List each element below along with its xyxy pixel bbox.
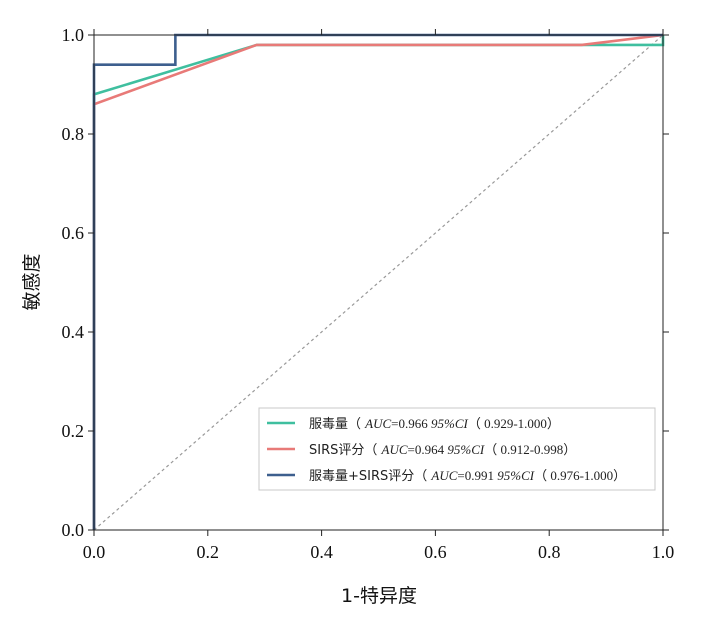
x-tick-label: 0.0 <box>83 542 106 562</box>
x-tick-label: 0.8 <box>538 542 561 562</box>
legend-entry-part: （ 0.929-1.000） <box>468 416 560 431</box>
x-tick-label: 0.4 <box>310 542 333 562</box>
legend-entry-part: =0.991 <box>457 468 497 483</box>
legend-entry-part: AUC <box>364 416 391 431</box>
x-tick-label: 0.2 <box>197 542 220 562</box>
y-tick-label: 0.6 <box>62 223 85 243</box>
legend: 服毒量（ AUC=0.966 95%CI（ 0.929-1.000）SIRS评分… <box>258 407 656 491</box>
y-tick-label: 0.0 <box>62 520 85 540</box>
x-tick-label: 1.0 <box>652 542 675 562</box>
legend-entry-part: （ 0.912-0.998） <box>484 442 576 457</box>
legend-entry-part: （ 0.976-1.000） <box>534 468 626 483</box>
plot-frame <box>93 34 664 531</box>
legend-entry-part: 95%CI <box>431 416 469 431</box>
legend-entry: 服毒量（ AUC=0.966 95%CI（ 0.929-1.000） <box>309 416 560 432</box>
y-tick-label: 0.4 <box>62 322 85 342</box>
x-tick-label: 0.6 <box>424 542 447 562</box>
y-tick-label: 0.8 <box>62 124 85 144</box>
legend-entry-part: =0.966 <box>391 416 431 431</box>
y-tick-label: 0.2 <box>62 421 85 441</box>
legend-entry: 服毒量+SIRS评分（ AUC=0.991 95%CI（ 0.976-1.000… <box>309 468 626 484</box>
legend-entry: SIRS评分（ AUC=0.964 95%CI（ 0.912-0.998） <box>309 442 576 458</box>
legend-entry-part: AUC <box>381 442 408 457</box>
legend-entry-part: AUC <box>430 468 457 483</box>
x-axis-title: 1-特异度 <box>341 585 417 607</box>
axes: 0.0 0.2 0.4 0.6 0.8 1.0 0.0 0.2 0.4 0.6 0.8 1.0 <box>62 25 675 562</box>
legend-entry-part: =0.964 <box>408 442 448 457</box>
y-tick-label: 1.0 <box>62 25 85 45</box>
legend-entry-part: 95%CI <box>497 468 535 483</box>
y-axis-title: 敏感度 <box>21 253 43 310</box>
legend-entry-part: 服毒量+SIRS评分（ <box>309 469 431 484</box>
legend-entry-part: 服毒量（ <box>309 417 365 432</box>
legend-entry-part: 95%CI <box>447 442 485 457</box>
legend-box <box>258 407 656 491</box>
legend-entry-part: SIRS评分（ <box>309 443 382 458</box>
